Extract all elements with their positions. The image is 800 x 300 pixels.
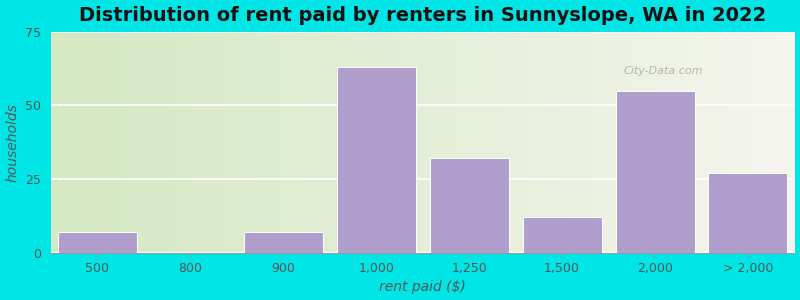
Y-axis label: households: households (6, 103, 19, 182)
Bar (430, 158, 509, 253)
X-axis label: rent paid ($): rent paid ($) (379, 280, 466, 294)
Bar (244, 232, 322, 253)
Bar (58, 232, 137, 253)
Bar (709, 173, 787, 253)
Bar (615, 91, 694, 253)
Bar (522, 218, 602, 253)
Text: City-Data.com: City-Data.com (623, 67, 703, 76)
Title: Distribution of rent paid by renters in Sunnyslope, WA in 2022: Distribution of rent paid by renters in … (79, 6, 766, 25)
Bar (337, 67, 416, 253)
